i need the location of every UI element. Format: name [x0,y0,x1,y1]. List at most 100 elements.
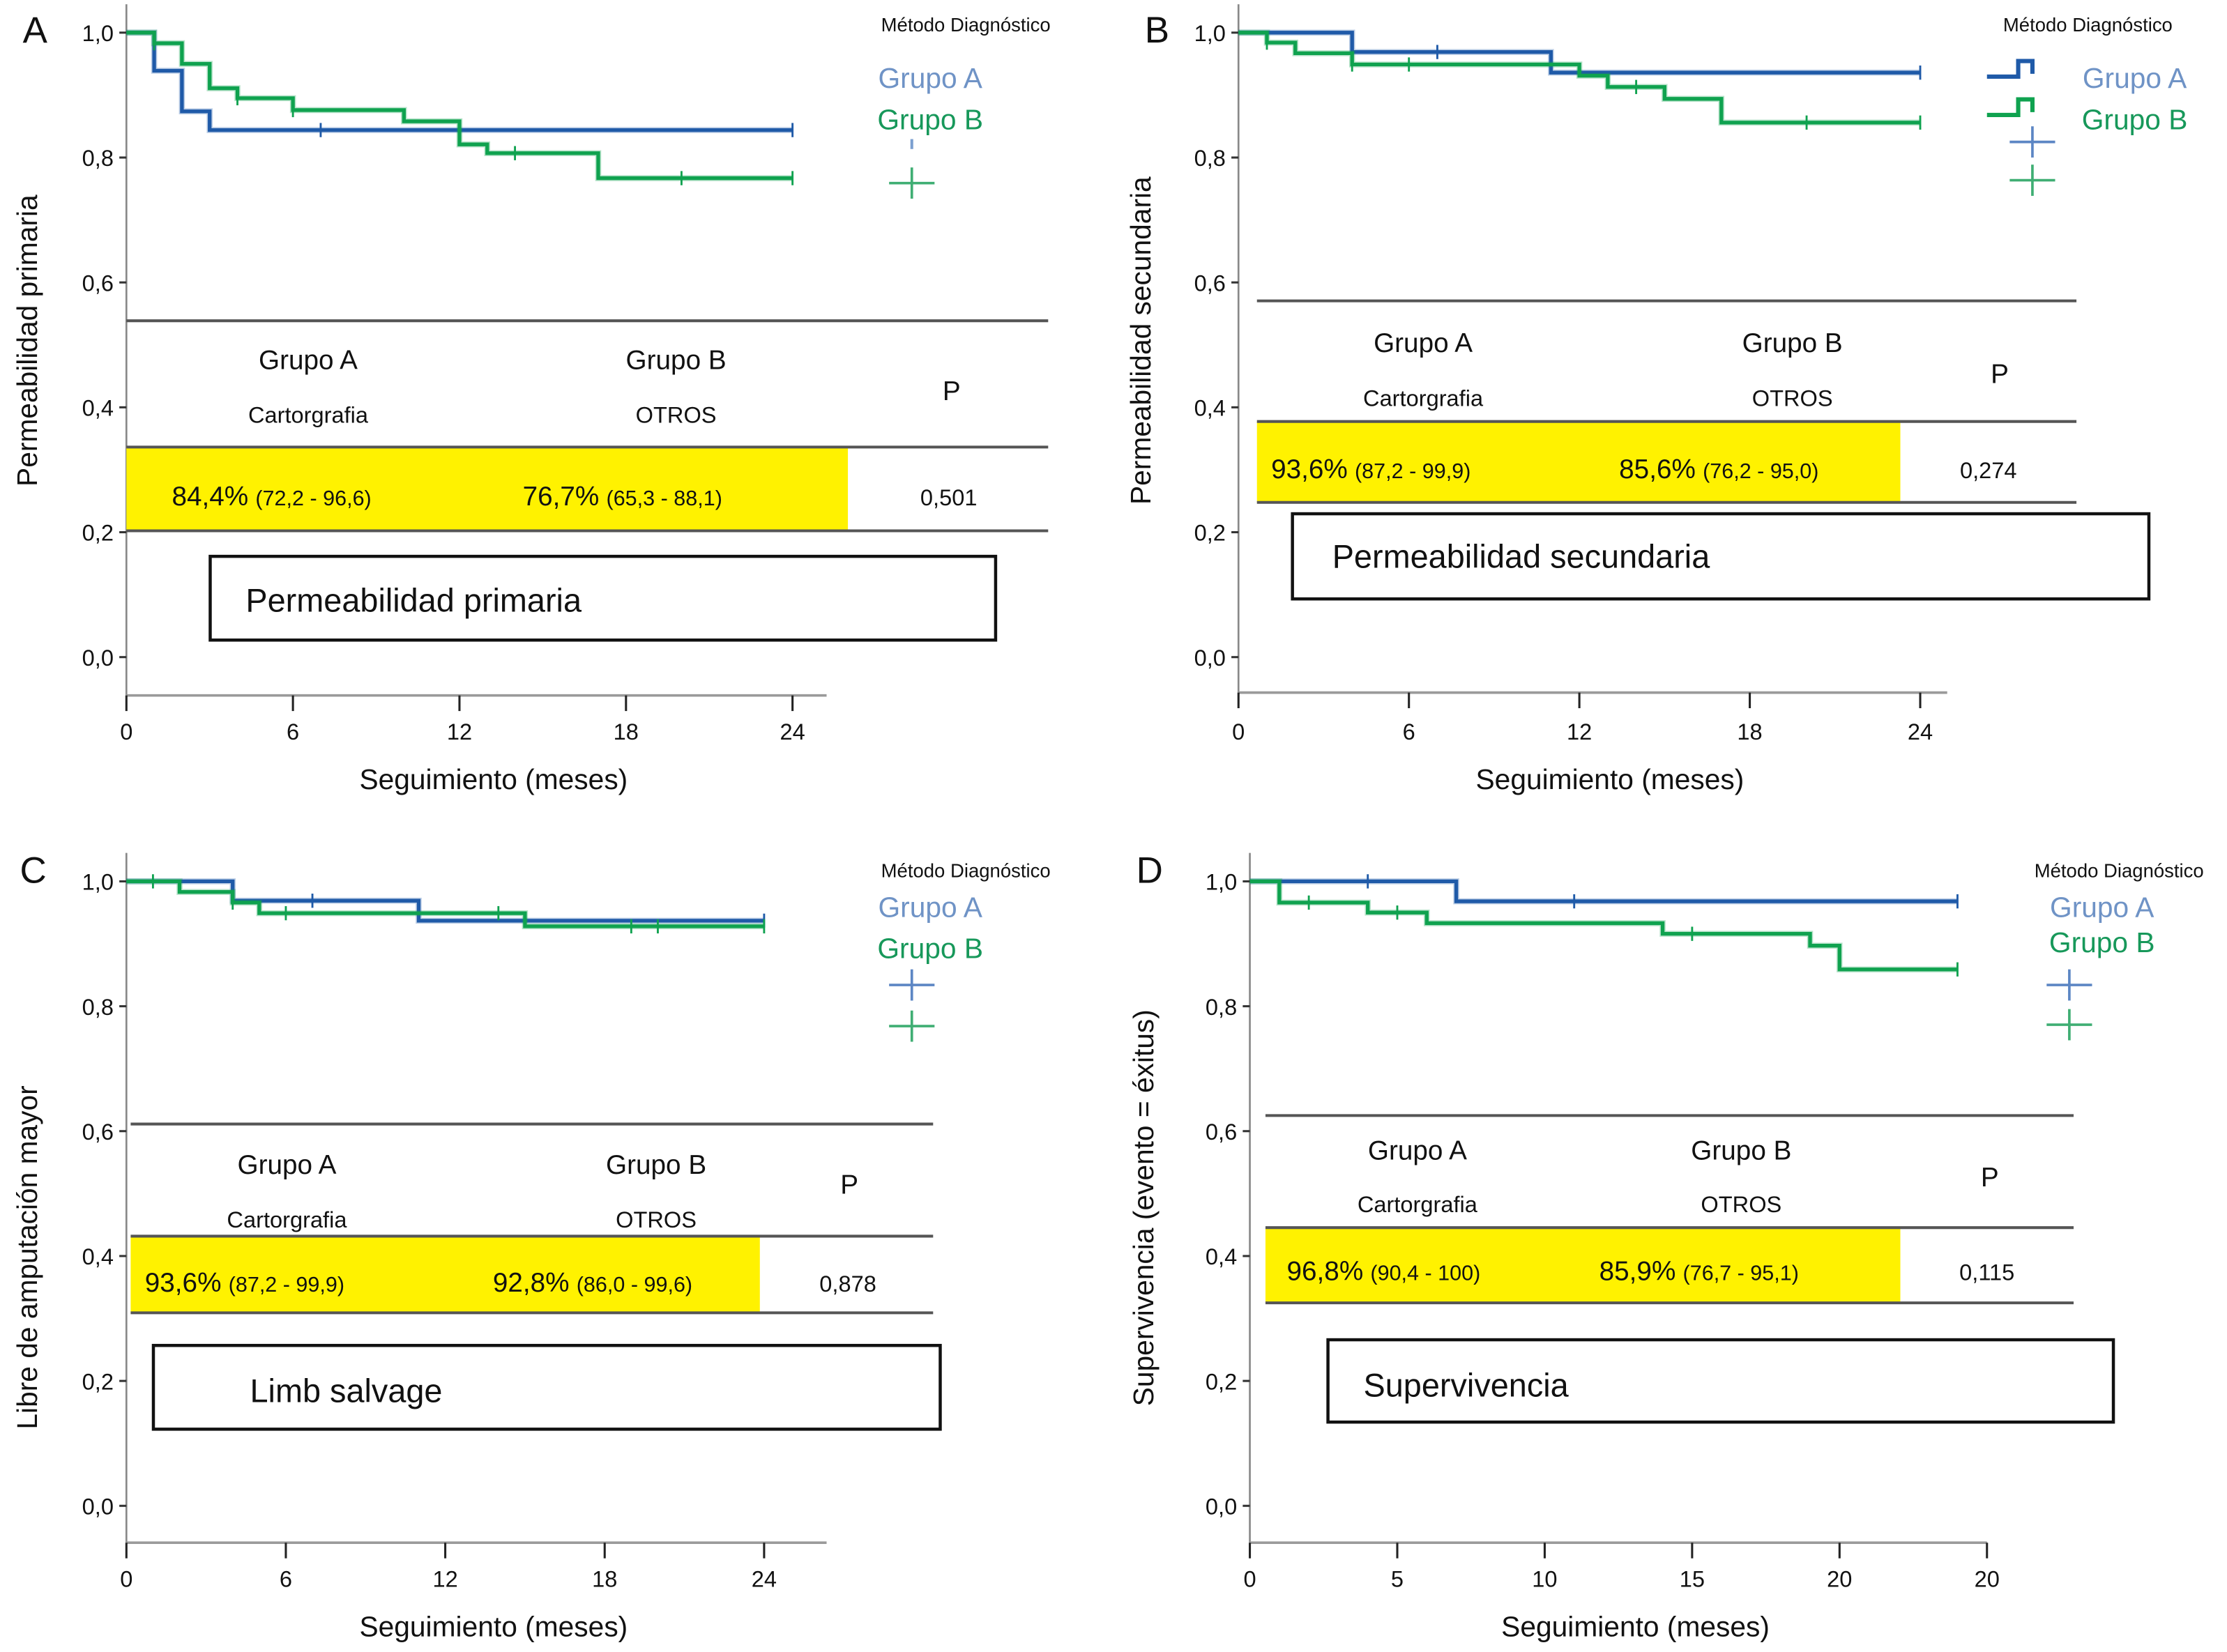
confidence-interval: (87,2 - 99,9) [1355,459,1470,483]
y-tick-label: 0,8 [1206,995,1237,1020]
table-subheader-grupo-a: Cartorgrafia [248,403,369,428]
table-value-grupo-a: 93,6% (87,2 - 99,9) [145,1268,344,1298]
y-tick-label: 0,0 [1206,1494,1237,1520]
series-halo [1238,29,1921,126]
x-tick-label: 20 [1827,1566,1852,1591]
panel-letter: C [20,850,47,891]
table-header-grupo-a: Grupo A [259,345,358,375]
x-axis-title: Seguimiento (meses) [1501,1611,1770,1643]
table-value-grupo-a: 93,6% (87,2 - 99,9) [1271,454,1470,484]
km-chart-b: B 0,0 0,2 0,4 0,6 0,8 1,0 0 6 12 18 24 Seguimiento (… [1125,4,2188,795]
table-subheader-grupo-b: OTROS [636,403,717,428]
survival-estimate: 92,8% [493,1268,570,1298]
y-axis-title: Libre de amputación mayor [11,1085,43,1429]
y-tick-label: 1,0 [82,21,114,46]
outcome-label: Supervivencia [1364,1368,1569,1404]
series-halo [1249,878,1958,905]
legend-censor-icon-grupo-b [889,167,935,199]
x-tick-label: 20 [1975,1566,2000,1591]
confidence-interval: (76,7 - 95,1) [1683,1262,1799,1285]
y-tick-label: 0,6 [1194,270,1226,296]
y-tick-label: 0,0 [82,1494,114,1520]
survival-estimate: 76,7% [523,482,600,512]
x-tick-label: 18 [614,719,639,744]
legend-label-grupo-b: Grupo B [877,932,983,964]
table-header-grupo-b: Grupo B [606,1150,706,1180]
y-tick-label: 0,0 [82,645,114,671]
survival-estimate: 84,4% [172,482,248,512]
confidence-interval: (90,4 - 100) [1370,1262,1480,1285]
survival-estimate: 93,6% [1271,454,1348,484]
legend-censor-icon-grupo-a [2046,969,2092,1001]
highlight-cell [1265,1227,1901,1303]
legend-label-grupo-a: Grupo A [879,891,983,923]
table-header-p: P [1991,360,2009,390]
confidence-interval: (65,3 - 88,1) [607,487,722,510]
legend-censor-icon-grupo-b [889,1010,935,1042]
x-axis-title: Seguimiento (meses) [1476,763,1745,795]
km-curve-grupo-b [1249,879,1958,972]
km-chart-d: D 0,0 0,2 0,4 0,6 0,8 1,0 0 5 10 15 20 20 Seguimiento… [1127,850,2204,1643]
table-header-p: P [840,1170,858,1200]
series-halo [1249,878,1958,973]
table-header-grupo-b: Grupo B [626,345,727,375]
km-curve-grupo-b [126,879,764,928]
confidence-interval: (87,2 - 99,9) [229,1273,344,1297]
km-curve-grupo-a [1249,879,1958,903]
y-tick-label: 0,4 [82,1244,114,1269]
table-p-value: 0,115 [1959,1260,2014,1285]
x-tick-label: 6 [1403,719,1415,744]
survival-estimate: 96,8% [1287,1257,1364,1287]
panel-letter: D [1137,850,1163,891]
outcome-label: Limb salvage [250,1373,443,1409]
survival-estimate: 85,6% [1619,454,1696,484]
x-tick-label: 6 [280,1566,292,1591]
outcome-label-box [151,1343,942,1431]
x-tick-label: 0 [120,1566,132,1591]
km-curve-grupo-b [1238,31,1921,125]
y-tick-label: 0,8 [1194,146,1226,171]
legend-title: Método Diagnóstico [2035,859,2204,881]
km-chart-c: C 0,0 0,2 0,4 0,6 0,8 1,0 0 6 12 18 24 Seguimiento (… [11,850,1051,1642]
y-tick-label: 0,0 [1194,645,1226,671]
panel-letter: B [1145,10,1169,51]
survival-estimate: 93,6% [145,1268,222,1298]
y-tick-label: 0,8 [82,146,114,171]
legend-label-grupo-b: Grupo B [2082,103,2188,135]
table-value-grupo-b: 92,8% (86,0 - 99,6) [493,1268,692,1298]
x-tick-label: 12 [432,1566,457,1591]
outcome-label-box [1291,512,2151,601]
legend-label-grupo-a: Grupo A [879,62,983,94]
table-value-grupo-a: 96,8% (90,4 - 100) [1287,1257,1481,1287]
legend-label-grupo-a: Grupo A [2050,891,2154,923]
highlight-cell [1256,421,1901,503]
outcome-label: Permeabilidad primaria [245,583,582,619]
legend-title: Método Diagnóstico [2003,14,2173,36]
panel-a: A 0,0 0,2 0,4 0,6 0,8 1,0 0 6 12 18 24 Seguimiento (… [0,0,1114,826]
y-tick-label: 1,0 [1194,21,1226,46]
y-tick-label: 0,4 [82,396,114,421]
legend-label-grupo-b: Grupo B [877,103,983,135]
table-p-value: 0,878 [819,1271,876,1297]
x-tick-label: 18 [592,1566,617,1591]
table-subheader-grupo-a: Cartorgrafia [227,1207,347,1232]
table-value-grupo-b: 85,9% (76,7 - 95,1) [1599,1257,1799,1287]
confidence-interval: (76,2 - 95,0) [1703,459,1818,483]
y-tick-label: 0,8 [82,995,114,1020]
km-curve-grupo-a [126,31,793,132]
table-header-grupo-b: Grupo B [1691,1135,1791,1165]
x-axis-title: Seguimiento (meses) [359,763,628,795]
x-tick-label: 24 [1908,719,1933,744]
survival-estimate: 85,9% [1599,1257,1676,1287]
legend-title: Método Diagnóstico [881,859,1051,881]
table-value-grupo-a: 84,4% (72,2 - 96,6) [172,482,371,512]
legend-censor-icon-grupo-a [2009,126,2055,158]
panel-c: C 0,0 0,2 0,4 0,6 0,8 1,0 0 6 12 18 24 Seguimiento (… [0,826,1114,1652]
x-tick-label: 12 [447,719,472,744]
y-axis-title: Permeabilidad primaria [11,194,43,487]
table-value-grupo-b: 76,7% (65,3 - 88,1) [523,482,722,512]
y-tick-label: 0,2 [82,521,114,546]
legend-censor-icon-grupo-b [2046,1009,2092,1041]
panel-letter: A [23,10,48,51]
results-table: Grupo A Grupo B P Cartorgrafia OTROS 96,8% (90… [1265,1114,2074,1305]
